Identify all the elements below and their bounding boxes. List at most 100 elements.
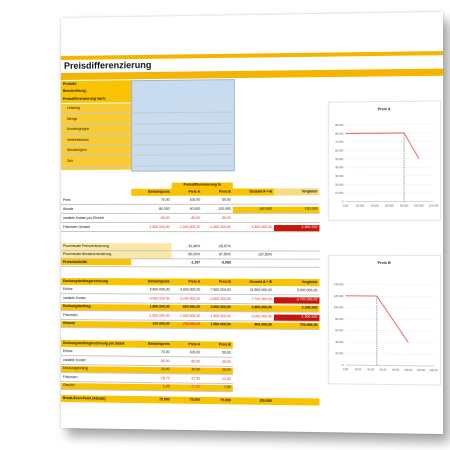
x-tick-label: 140,00 — [429, 368, 438, 372]
table-cell[interactable]: -12,50 — [202, 376, 231, 381]
table-cell[interactable]: -1.500.000 — [274, 314, 317, 319]
column-header: Preis B — [202, 190, 231, 195]
table-cell[interactable]: 100.000,00 — [131, 322, 169, 327]
table-cell[interactable]: 7.500.000,00 — [202, 288, 231, 293]
table-cell[interactable]: -4.500.000,00 — [202, 296, 231, 301]
table-cell[interactable]: -1.500.000,00 — [131, 225, 169, 230]
table-cell[interactable]: 20,00 — [172, 367, 200, 372]
row-label: Gewinn — [63, 383, 74, 388]
spreadsheet-page: Preisdifferenzierung Produkt: Beschreibu… — [61, 12, 443, 434]
table-cell[interactable]: 2.200.000 — [274, 305, 317, 310]
table-cell[interactable]: 160.000 — [233, 207, 272, 212]
y-tick-label: 40.000 — [335, 165, 344, 169]
table-cell[interactable]: -1.500.000,00 — [202, 313, 231, 318]
table-cell[interactable]: 80.000 — [131, 207, 169, 212]
table-cell[interactable]: 70,00 — [131, 198, 169, 203]
table-cell[interactable]: -28,57% — [202, 244, 231, 249]
table-cell[interactable]: -1,167 — [172, 260, 200, 265]
table-cell[interactable]: 120.000 — [202, 207, 231, 212]
table-cell[interactable]: -50,00 — [131, 358, 169, 363]
table-cell[interactable]: -50,00% — [172, 252, 200, 257]
bep-value[interactable]: 75.000 — [172, 397, 200, 402]
table-cell[interactable]: -17,50 — [172, 384, 200, 389]
table-cell[interactable]: -3,063 — [202, 260, 231, 265]
table-cell[interactable]: 20,00 — [131, 367, 169, 372]
table-cell[interactable]: -1.500.000,00 — [172, 313, 200, 318]
row-label: Fixkosten Gesamt — [63, 225, 90, 230]
column-header: Gesamt A + B — [233, 189, 272, 194]
table-cell[interactable]: 3.800.000,00 — [233, 305, 272, 310]
table-cell[interactable]: 700.000,00 — [274, 323, 317, 328]
table-cell[interactable]: 1.600.000,00 — [131, 304, 169, 309]
table-cell[interactable]: -80,00 — [172, 359, 200, 364]
grid-line — [345, 307, 433, 308]
row-label: Fixkosten — [63, 313, 78, 318]
bep-value[interactable]: 150.000 — [233, 398, 272, 404]
column-header: Preis B — [202, 342, 231, 347]
table-cell[interactable]: 7,50 — [202, 385, 231, 390]
table-cell[interactable]: -1.500.000,00 — [233, 225, 272, 230]
table-cell[interactable]: -3.200.000,00 — [172, 296, 200, 301]
table-cell[interactable]: 50,00 — [202, 198, 231, 203]
input-area[interactable] — [131, 79, 235, 172]
page-title: Preisdifferenzierung — [64, 60, 151, 71]
column-header: Vergleich — [274, 280, 317, 285]
table-cell[interactable]: 20,00 — [202, 368, 231, 373]
table-cell[interactable]: -1.500.000 — [274, 225, 317, 230]
y-tick-label: 140.000 — [334, 282, 344, 286]
x-tick-label: 80.000 — [400, 203, 409, 207]
table-cell[interactable]: -1.500.000,00 — [131, 313, 169, 318]
y-tick-label: 90.000 — [335, 123, 344, 127]
table-cell[interactable]: 42,86% — [172, 244, 200, 249]
table-cell[interactable]: -7.700.000,00 — [233, 296, 272, 301]
table-cell[interactable]: 800.000,00 — [233, 322, 272, 327]
table-cell[interactable]: -4.000.000,00 — [131, 296, 169, 301]
row-label: Prozentuale Absatzveränderung — [63, 252, 111, 257]
row-label: Deckungsbeitrag — [63, 366, 88, 371]
row-label: Prozentuale Preisveränderung — [63, 244, 109, 249]
table-cell[interactable]: 87,50% — [202, 252, 231, 257]
y-tick-label: 10.000 — [335, 191, 344, 195]
table-cell[interactable]: 1.500.000,00 — [202, 322, 231, 327]
table-cell[interactable]: -50,00 — [131, 216, 169, 221]
grid-line — [345, 124, 433, 125]
table-cell[interactable]: -700.000,00 — [172, 322, 200, 327]
criteria-item: Menge — [67, 116, 77, 121]
table-cell[interactable]: 130.000 — [274, 207, 317, 212]
table-cell[interactable]: 4.000.000,00 — [172, 288, 200, 293]
column-header: Preis B — [202, 280, 231, 285]
table-cell[interactable]: 800.000,00 — [172, 305, 200, 310]
table-cell[interactable]: 1,25 — [131, 384, 169, 390]
table-cell[interactable]: 40.000 — [172, 207, 200, 212]
table-cell[interactable]: -80,00 — [172, 216, 200, 221]
bep-value[interactable]: 75.000 — [131, 397, 169, 403]
row-label: Preiselastizität — [63, 260, 87, 265]
table-cell[interactable]: 137,50% — [233, 252, 272, 257]
table-cell[interactable]: -50,00 — [202, 216, 231, 221]
x-tick-label: 100,00 — [404, 368, 413, 372]
chart-plot: 0 20.000 40.000 60.000 80.000 100.000 120.000 1… — [329, 256, 440, 385]
column-header: Einheitspreis — [131, 190, 169, 195]
y-tick-label: 80.000 — [335, 131, 344, 135]
table-cell[interactable]: -3.700.000,00 — [274, 297, 317, 302]
table-cell[interactable]: 100,00 — [172, 198, 200, 203]
criteria-item: Zeit — [67, 158, 73, 163]
table-cell[interactable]: 3.900.000,00 — [274, 288, 317, 293]
table-cell[interactable]: -30,00 — [202, 359, 231, 364]
table-cell[interactable]: 5.600.000,00 — [131, 287, 169, 292]
table-cell[interactable]: 11.500.000,00 — [233, 288, 272, 293]
table-cell[interactable]: 3.000.000,00 — [202, 305, 231, 310]
table-cell[interactable]: -37,50 — [172, 376, 200, 381]
grid-line — [345, 319, 433, 320]
table-cell[interactable]: 70,00 — [131, 350, 169, 355]
bep-value[interactable]: 75.000 — [202, 398, 231, 403]
grid-line — [345, 330, 433, 331]
table-cell[interactable]: 100,00 — [172, 350, 200, 355]
table-cell[interactable]: -1.500.000,00 — [202, 225, 231, 230]
group-header: Preisdifferenzierung in — [172, 182, 233, 187]
table-cell[interactable]: -18,75 — [131, 375, 169, 380]
table-cell[interactable]: -3.000.000,00 — [233, 314, 272, 319]
table-cell[interactable]: -1.500.000,00 — [172, 225, 200, 230]
table-cell[interactable]: 50,00 — [202, 350, 231, 355]
chart-plot: 010.00020.00030.00040.00050.00060.00070.… — [329, 102, 440, 220]
